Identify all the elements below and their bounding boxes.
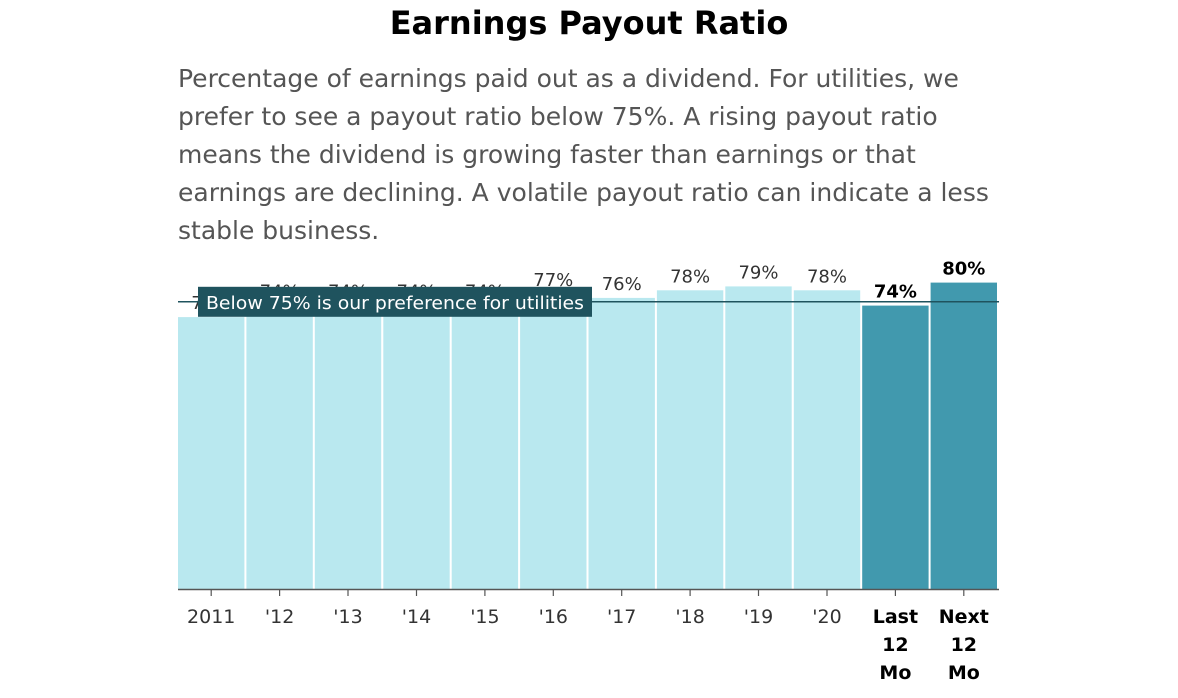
x-tick-label-8: '19 bbox=[744, 606, 773, 628]
x-tick-label-10: Last 12 Mo bbox=[873, 606, 918, 684]
reference-label-background bbox=[198, 286, 592, 317]
bar-7 bbox=[656, 290, 724, 589]
x-tick-label-3: '14 bbox=[402, 606, 431, 628]
value-label-10: 74% bbox=[874, 282, 917, 303]
x-tick-label-9: '20 bbox=[812, 606, 841, 628]
value-label-11: 80% bbox=[942, 259, 985, 280]
bar-9 bbox=[793, 290, 861, 589]
bar-3 bbox=[383, 305, 450, 589]
bars-layer: 71%74%74%74%74%77%76%78%79%78%74%80% bbox=[178, 259, 997, 589]
x-tick-label-2: '13 bbox=[333, 606, 362, 628]
x-tick-label-0: 2011 bbox=[187, 606, 235, 628]
chart-description: Percentage of earnings paid out as a div… bbox=[178, 64, 989, 245]
x-tick-label-4: '15 bbox=[470, 606, 499, 628]
x-tick-label-11: Next 12 Mo bbox=[939, 606, 989, 684]
bar-6 bbox=[588, 297, 655, 589]
reference-label: Below 75% is our preference for utilitie… bbox=[206, 293, 584, 314]
x-tick-label-6: '17 bbox=[607, 606, 636, 628]
value-label-7: 78% bbox=[670, 266, 710, 287]
value-label-9: 78% bbox=[807, 266, 847, 287]
value-label-5: 77% bbox=[533, 270, 573, 291]
bar-8 bbox=[725, 286, 792, 589]
bar-1 bbox=[246, 305, 313, 589]
value-label-8: 79% bbox=[738, 262, 778, 283]
bar-11 bbox=[930, 282, 997, 589]
bar-10 bbox=[862, 305, 929, 589]
x-tick-label-7: '18 bbox=[675, 606, 704, 628]
bar-4 bbox=[451, 305, 519, 589]
chart-title: Earnings Payout Ratio bbox=[389, 4, 789, 42]
reference-layer: Below 75% is our preference for utilitie… bbox=[178, 286, 999, 317]
bar-0 bbox=[178, 317, 245, 589]
value-label-6: 76% bbox=[602, 274, 642, 295]
bar-5 bbox=[520, 294, 587, 589]
x-axis: 2011 '12 '13 '14 '15 '16 '17 '18 '19 '20 Last 12 Mo N… bbox=[178, 588, 999, 684]
bar-2 bbox=[314, 305, 382, 589]
x-tick-label-5: '16 bbox=[539, 606, 568, 628]
x-tick-label-1: '12 bbox=[265, 606, 294, 628]
